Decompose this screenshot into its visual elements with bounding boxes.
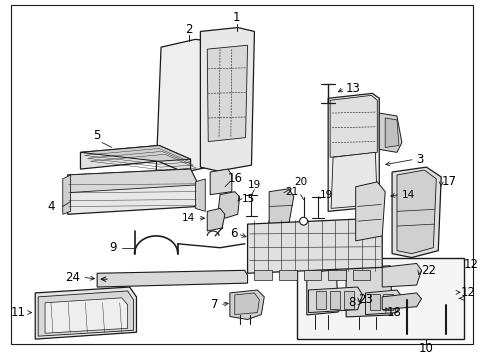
Polygon shape <box>80 146 190 175</box>
Text: 22: 22 <box>421 264 436 277</box>
Text: 18: 18 <box>386 306 401 319</box>
Polygon shape <box>35 287 136 339</box>
Bar <box>343 291 353 309</box>
Text: 2: 2 <box>184 23 192 36</box>
Polygon shape <box>247 218 381 273</box>
Text: 21: 21 <box>285 187 298 197</box>
Polygon shape <box>381 263 421 287</box>
Text: 20: 20 <box>293 177 306 187</box>
Polygon shape <box>365 290 401 315</box>
Text: 12: 12 <box>463 258 478 271</box>
Polygon shape <box>355 182 384 241</box>
Text: 9: 9 <box>109 241 117 254</box>
Text: 14: 14 <box>182 213 195 223</box>
Text: 19: 19 <box>319 190 333 200</box>
Polygon shape <box>210 169 231 195</box>
Polygon shape <box>330 95 377 157</box>
Text: 3: 3 <box>416 153 423 166</box>
Text: 10: 10 <box>418 342 433 355</box>
Polygon shape <box>378 113 401 152</box>
Polygon shape <box>45 298 127 333</box>
Text: 24: 24 <box>65 271 80 284</box>
Polygon shape <box>68 169 198 214</box>
Polygon shape <box>38 291 133 336</box>
Polygon shape <box>308 287 362 313</box>
Polygon shape <box>331 152 377 208</box>
Bar <box>330 291 339 309</box>
Text: 19: 19 <box>247 180 260 190</box>
Polygon shape <box>195 179 205 211</box>
Polygon shape <box>278 270 296 280</box>
Polygon shape <box>303 270 320 280</box>
Polygon shape <box>328 94 378 211</box>
Polygon shape <box>269 189 293 226</box>
Text: 12: 12 <box>460 286 475 299</box>
Polygon shape <box>381 293 421 310</box>
Polygon shape <box>384 118 398 147</box>
Text: 4: 4 <box>47 200 55 213</box>
Text: 14: 14 <box>401 190 414 200</box>
Text: 11: 11 <box>10 306 25 319</box>
Polygon shape <box>68 169 198 193</box>
Polygon shape <box>200 27 254 171</box>
Bar <box>382 294 392 310</box>
Polygon shape <box>207 45 247 142</box>
Circle shape <box>299 217 307 225</box>
Bar <box>316 291 326 309</box>
Polygon shape <box>234 293 259 315</box>
Polygon shape <box>218 192 239 218</box>
Text: 6: 6 <box>230 227 237 241</box>
Polygon shape <box>156 39 210 175</box>
Polygon shape <box>62 175 71 214</box>
Text: 1: 1 <box>232 11 240 24</box>
Polygon shape <box>391 167 440 257</box>
Polygon shape <box>80 146 190 161</box>
Text: 7: 7 <box>210 298 218 311</box>
Text: 17: 17 <box>440 175 455 188</box>
Text: 16: 16 <box>227 172 242 185</box>
Polygon shape <box>396 170 436 253</box>
Text: 8: 8 <box>348 296 355 309</box>
Polygon shape <box>346 266 392 317</box>
Bar <box>370 294 379 310</box>
Text: 15: 15 <box>241 193 255 203</box>
Polygon shape <box>207 208 225 231</box>
Polygon shape <box>254 270 272 280</box>
Text: 13: 13 <box>345 82 360 95</box>
Text: 5: 5 <box>93 129 101 142</box>
Polygon shape <box>306 270 337 315</box>
Text: 23: 23 <box>357 293 372 306</box>
Polygon shape <box>97 270 247 287</box>
Polygon shape <box>328 270 345 280</box>
Bar <box>296 258 463 339</box>
Polygon shape <box>229 290 264 320</box>
Polygon shape <box>352 270 370 280</box>
